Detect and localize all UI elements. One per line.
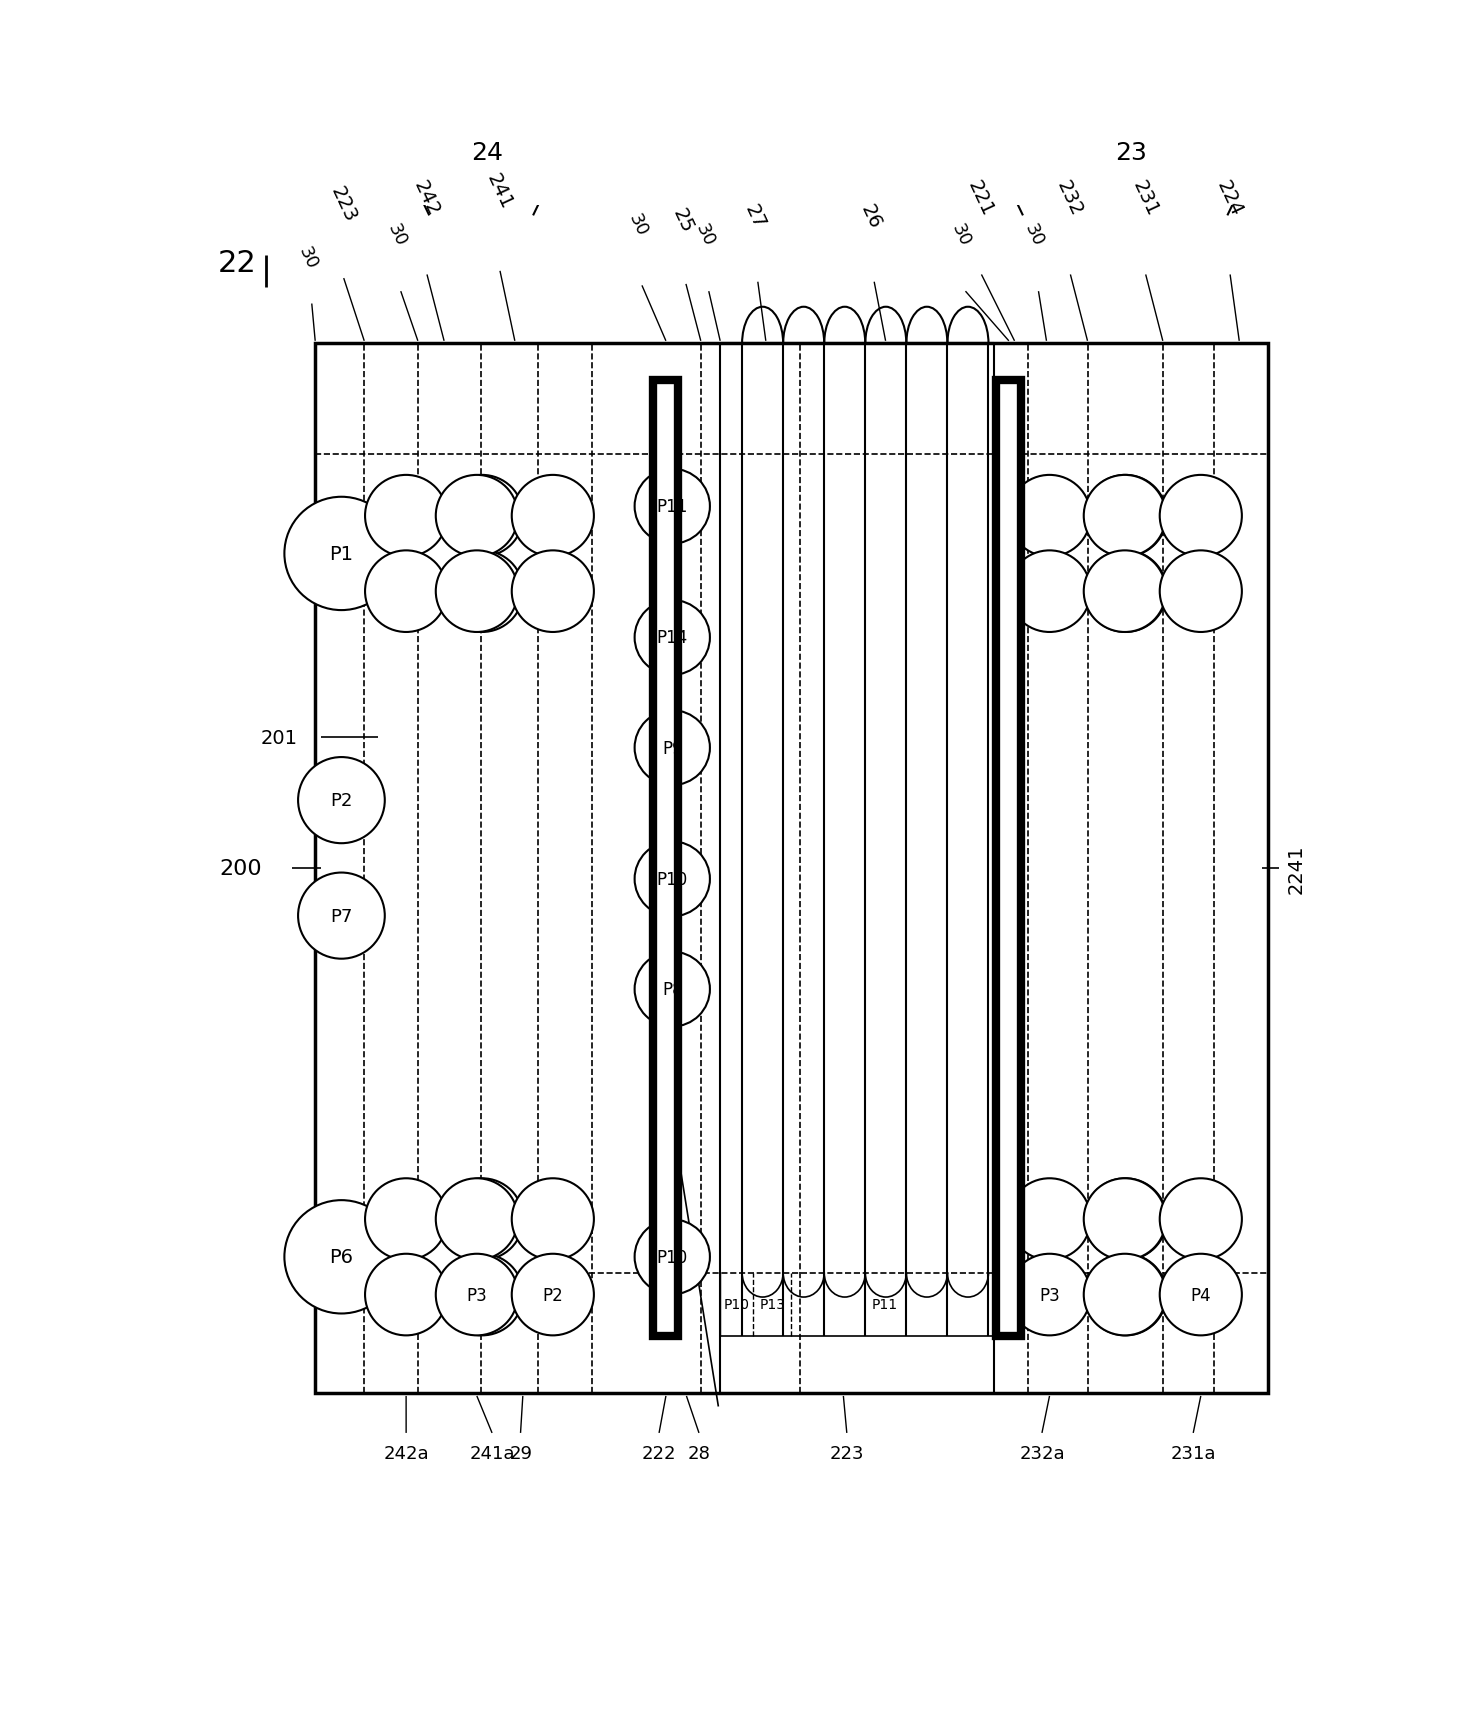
Text: 232: 232 (1054, 177, 1086, 219)
Ellipse shape (365, 475, 447, 557)
Text: P7: P7 (330, 907, 353, 926)
Text: P14: P14 (657, 629, 687, 646)
Ellipse shape (1085, 1179, 1167, 1260)
Ellipse shape (365, 1179, 447, 1260)
Ellipse shape (1008, 1255, 1091, 1335)
Text: P10: P10 (657, 871, 687, 888)
Text: 232a: 232a (1019, 1443, 1064, 1462)
Ellipse shape (634, 953, 710, 1027)
Ellipse shape (365, 550, 447, 632)
Text: P2: P2 (543, 1286, 564, 1304)
Ellipse shape (1083, 1179, 1166, 1260)
Ellipse shape (297, 872, 384, 960)
Ellipse shape (442, 1179, 523, 1260)
Ellipse shape (284, 497, 399, 610)
Text: 23: 23 (1114, 141, 1147, 165)
Ellipse shape (634, 711, 710, 785)
Ellipse shape (1160, 1255, 1242, 1335)
Ellipse shape (634, 842, 710, 917)
Ellipse shape (634, 600, 710, 675)
Ellipse shape (1083, 1255, 1166, 1335)
Ellipse shape (442, 550, 523, 632)
Ellipse shape (512, 1255, 593, 1335)
Ellipse shape (1083, 475, 1166, 557)
Text: P3: P3 (467, 1286, 487, 1304)
Text: 26: 26 (857, 202, 885, 231)
Bar (654, 381, 679, 1335)
Text: 2241: 2241 (1287, 843, 1306, 893)
Text: 29: 29 (509, 1443, 531, 1462)
Ellipse shape (512, 475, 593, 557)
Ellipse shape (1160, 1179, 1242, 1260)
Ellipse shape (1085, 1255, 1167, 1335)
Text: 231a: 231a (1170, 1443, 1216, 1462)
Ellipse shape (1008, 475, 1091, 557)
Text: P10: P10 (724, 1297, 749, 1311)
Text: 24: 24 (471, 141, 503, 165)
Text: 221: 221 (964, 177, 997, 219)
Ellipse shape (436, 550, 518, 632)
Text: 222: 222 (642, 1443, 677, 1462)
Text: 241a: 241a (470, 1443, 515, 1462)
Text: 25: 25 (668, 206, 696, 237)
Text: 30: 30 (1022, 221, 1047, 249)
Text: 30: 30 (692, 221, 717, 249)
Ellipse shape (365, 1255, 447, 1335)
Text: 242a: 242a (383, 1443, 428, 1462)
Text: 242: 242 (409, 177, 443, 219)
Ellipse shape (442, 475, 523, 557)
Bar (315, 345, 1267, 1393)
Ellipse shape (1160, 475, 1242, 557)
Text: P11: P11 (657, 497, 687, 516)
Text: P11: P11 (871, 1297, 898, 1311)
Ellipse shape (436, 1255, 518, 1335)
Text: P9: P9 (662, 739, 683, 758)
Text: P2: P2 (330, 792, 353, 809)
Ellipse shape (634, 470, 710, 545)
Ellipse shape (436, 1179, 518, 1260)
Text: 27: 27 (740, 202, 768, 231)
Text: 22: 22 (218, 249, 258, 278)
Ellipse shape (512, 1179, 593, 1260)
Text: P10: P10 (657, 1248, 687, 1267)
Text: 30: 30 (948, 221, 974, 249)
Text: P3: P3 (1039, 1286, 1060, 1304)
Text: P6: P6 (330, 1248, 353, 1267)
Text: 28: 28 (687, 1443, 711, 1462)
Ellipse shape (1085, 475, 1167, 557)
Ellipse shape (297, 758, 384, 843)
Bar (997, 381, 1022, 1335)
Ellipse shape (1085, 550, 1167, 632)
Text: 224: 224 (1213, 177, 1245, 219)
Text: 241: 241 (483, 171, 515, 213)
Text: 30: 30 (384, 221, 409, 249)
Text: 231: 231 (1129, 177, 1161, 219)
Text: P1: P1 (330, 545, 353, 564)
Ellipse shape (284, 1200, 399, 1313)
Text: 200: 200 (219, 859, 262, 879)
Ellipse shape (1008, 1179, 1091, 1260)
Text: 30: 30 (294, 243, 321, 271)
Ellipse shape (1008, 550, 1091, 632)
Ellipse shape (436, 475, 518, 557)
Text: 201: 201 (261, 728, 297, 747)
Text: 30: 30 (624, 211, 651, 238)
Ellipse shape (512, 550, 593, 632)
Ellipse shape (1083, 550, 1166, 632)
Text: P13: P13 (760, 1297, 785, 1311)
Text: 223: 223 (327, 183, 359, 226)
Text: P8: P8 (662, 980, 683, 999)
Ellipse shape (1160, 550, 1242, 632)
Text: P4: P4 (1191, 1286, 1211, 1304)
Ellipse shape (634, 1220, 710, 1294)
Ellipse shape (442, 1255, 523, 1335)
Text: 223: 223 (830, 1443, 864, 1462)
